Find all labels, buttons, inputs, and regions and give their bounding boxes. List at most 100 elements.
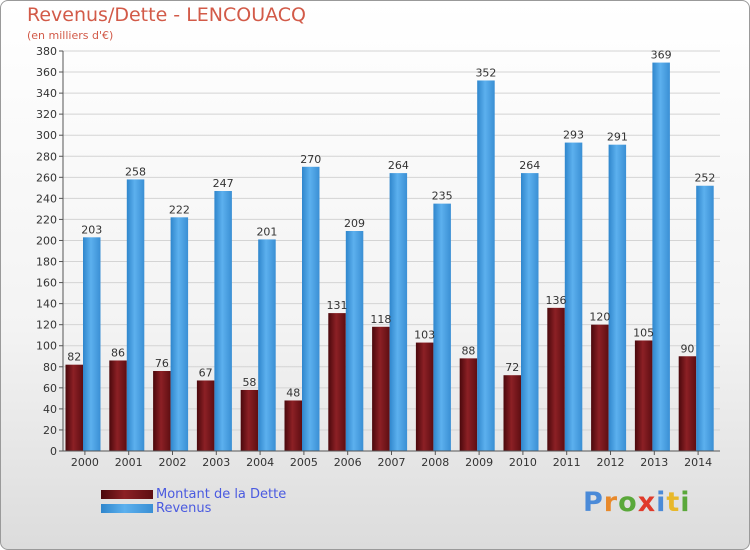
x-tick-label: 2007	[378, 456, 406, 469]
data-label-debt: 105	[633, 326, 654, 339]
data-label-revenue: 222	[169, 203, 190, 216]
logo-letter: t	[666, 487, 681, 518]
y-tick-label: 40	[43, 403, 57, 416]
data-label-debt: 48	[286, 386, 300, 399]
y-tick-label: 80	[43, 361, 57, 374]
bar-debt	[678, 356, 697, 451]
logo-letter: x	[637, 487, 657, 518]
data-label-revenue: 235	[432, 190, 453, 203]
y-tick-label: 340	[36, 87, 57, 100]
legend-layer	[101, 490, 153, 513]
legend-label-revenue: Revenus	[156, 501, 212, 516]
bar-debt	[109, 360, 127, 451]
data-label-debt: 67	[199, 366, 213, 379]
data-label-revenue: 293	[563, 129, 584, 142]
bar-revenue	[170, 217, 189, 451]
data-label-debt: 88	[461, 344, 475, 357]
bar-revenue	[258, 239, 276, 451]
bar-revenue	[608, 144, 627, 451]
data-label-revenue: 291	[607, 131, 628, 144]
bar-debt	[634, 340, 653, 451]
logo-letter: o	[618, 487, 638, 518]
data-label-debt: 82	[67, 351, 81, 364]
data-label-debt: 120	[589, 311, 610, 324]
bars-layer	[65, 62, 714, 451]
y-tick-label: 320	[36, 108, 57, 121]
y-tick-label: 380	[36, 45, 57, 58]
data-label-revenue: 369	[651, 49, 672, 62]
bar-revenue	[521, 173, 539, 451]
logo-letter: i	[680, 487, 691, 518]
data-label-debt: 131	[327, 299, 348, 312]
bar-revenue	[477, 80, 495, 451]
data-label-revenue: 264	[388, 159, 409, 172]
bar-debt	[65, 364, 83, 451]
bar-revenue	[302, 166, 320, 451]
x-tick-label: 2001	[115, 456, 143, 469]
data-label-revenue: 352	[475, 66, 496, 79]
bar-debt	[328, 313, 346, 451]
bar-debt	[591, 324, 609, 451]
bar-revenue	[564, 142, 583, 451]
logo-letter: r	[603, 487, 619, 518]
chart-title: Revenus/Dette - LENCOUACQ	[27, 4, 307, 26]
data-label-debt: 76	[155, 357, 169, 370]
bar-debt	[503, 375, 521, 451]
x-tick-label: 2012	[597, 456, 625, 469]
proxiti-logo: Proxiti	[583, 487, 691, 518]
bar-debt	[459, 358, 478, 451]
y-tick-label: 60	[43, 382, 57, 395]
data-label-debt: 58	[242, 376, 256, 389]
data-label-debt: 90	[680, 342, 694, 355]
data-label-revenue: 258	[125, 165, 146, 178]
data-label-debt: 72	[505, 361, 519, 374]
x-tick-label: 2011	[553, 456, 581, 469]
data-label-debt: 86	[111, 346, 125, 359]
bar-debt	[547, 307, 565, 451]
y-tick-label: 260	[36, 171, 57, 184]
y-tick-label: 180	[36, 256, 57, 269]
x-tick-label: 2009	[465, 456, 493, 469]
bar-debt	[415, 342, 434, 451]
bar-debt	[240, 389, 259, 451]
y-tick-label: 360	[36, 66, 57, 79]
data-label-revenue: 264	[519, 159, 540, 172]
bar-revenue	[83, 237, 101, 451]
data-label-revenue: 209	[344, 217, 365, 230]
legend-swatch-debt	[101, 490, 153, 499]
x-tick-label: 2003	[202, 456, 230, 469]
y-tick-label: 300	[36, 129, 57, 142]
bar-revenue	[652, 62, 670, 451]
data-label-revenue: 203	[81, 223, 102, 236]
y-tick-label: 140	[36, 298, 57, 311]
data-label-debt: 136	[546, 294, 567, 307]
data-label-revenue: 270	[300, 153, 321, 166]
x-tick-label: 2013	[640, 456, 668, 469]
x-tick-label: 2002	[159, 456, 187, 469]
legend-swatch-revenue	[101, 504, 153, 513]
bar-revenue	[345, 231, 364, 451]
bar-revenue	[389, 173, 408, 451]
bar-revenue	[126, 179, 145, 451]
chart-subtitle: (en milliers d'€)	[27, 29, 114, 42]
axis-layer: 0 20 40 60 80 100 120 140 160 180 200 220 240 260 280 3…	[36, 45, 720, 469]
bar-revenue	[214, 191, 232, 451]
bar-debt	[153, 371, 171, 451]
data-label-debt: 118	[370, 313, 391, 326]
y-tick-label: 100	[36, 340, 57, 353]
y-tick-label: 240	[36, 192, 57, 205]
x-tick-label: 2000	[71, 456, 99, 469]
y-tick-label: 120	[36, 319, 57, 332]
bar-revenue	[696, 185, 714, 451]
x-tick-label: 2006	[334, 456, 362, 469]
y-tick-label: 220	[36, 213, 57, 226]
bar-debt	[372, 326, 390, 451]
labels-layer: 82 203 86 258 76 222 67 247 58 201 48 270 131 209 118 2…	[67, 49, 715, 400]
logo-letter: P	[583, 487, 604, 518]
y-tick-label: 280	[36, 150, 57, 163]
y-tick-label: 200	[36, 234, 57, 247]
data-label-revenue: 201	[256, 225, 277, 238]
data-label-revenue: 247	[213, 177, 234, 190]
